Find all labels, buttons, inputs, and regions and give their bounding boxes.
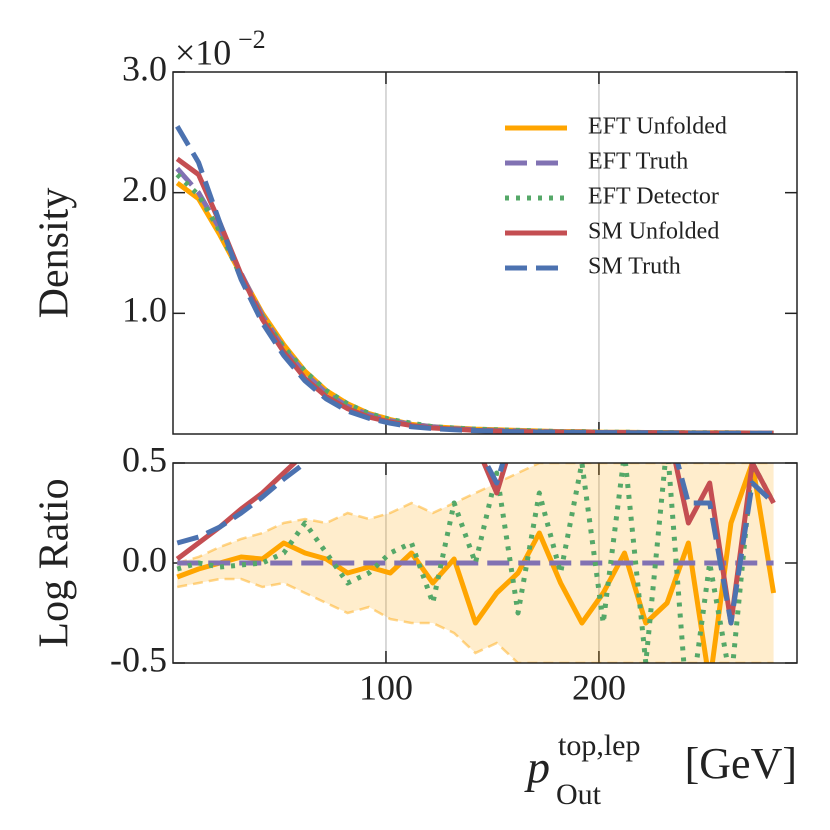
legend-label: EFT Detector <box>588 184 719 210</box>
legend-label: EFT Unfolded <box>588 114 727 140</box>
y-tick-label: 0.5 <box>122 439 167 479</box>
y-tick-label: 1.0 <box>122 290 167 330</box>
plot-frame <box>172 462 798 664</box>
plot-frame <box>172 71 798 435</box>
y-axis-label: Log Ratio <box>32 478 78 647</box>
y-tick-label: 3.0 <box>122 48 167 88</box>
series-line <box>176 463 776 663</box>
series-line <box>175 463 776 626</box>
y-tick-label: 2.0 <box>122 169 167 209</box>
x-tick-label: 200 <box>572 667 626 707</box>
y-axis-label: Density <box>32 188 78 319</box>
plot-area <box>175 125 774 434</box>
y-tick-label: -0.5 <box>110 639 167 679</box>
series-line <box>175 125 774 434</box>
legend-label: SM Unfolded <box>588 219 719 245</box>
series-line <box>176 463 777 663</box>
x-axis-label-sup: top,lep <box>558 729 641 762</box>
plot-area <box>175 463 777 663</box>
multiplier-base: ×10 <box>175 32 231 72</box>
x-tick-label: 100 <box>359 667 413 707</box>
legend-label: EFT Truth <box>588 149 688 175</box>
series-line <box>175 172 774 434</box>
legend-label: SM Truth <box>588 254 681 280</box>
multiplier-exponent: −2 <box>238 25 266 54</box>
x-axis-label-sub: Out <box>556 778 602 811</box>
band-edge <box>177 577 774 663</box>
x-axis-label-unit: [GeV] <box>685 739 797 788</box>
x-axis-label-symbol: p <box>524 742 550 793</box>
y-tick-label: 0.0 <box>122 539 167 579</box>
